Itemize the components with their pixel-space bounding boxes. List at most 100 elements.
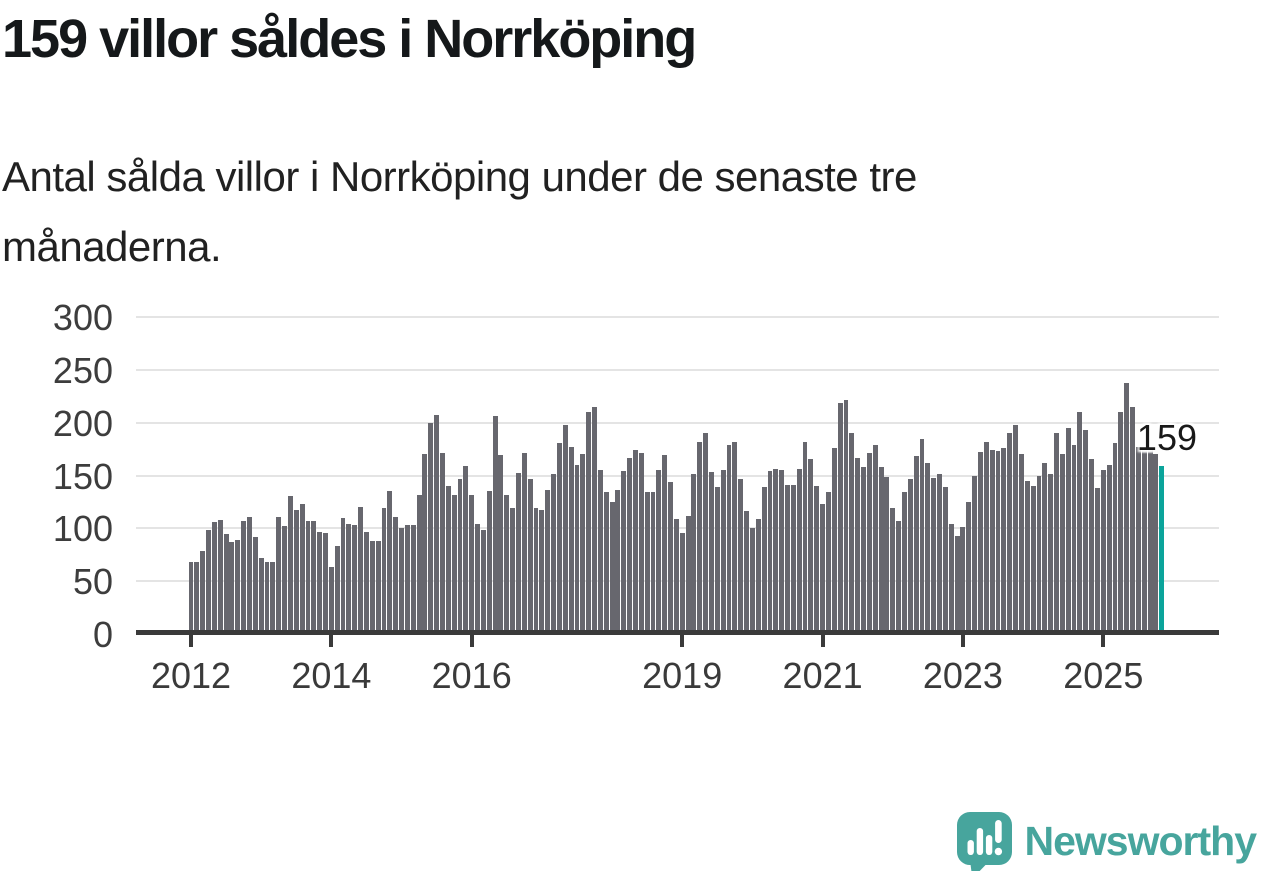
bar [837, 402, 843, 634]
bar [492, 416, 498, 634]
bar [1135, 446, 1141, 634]
bar [726, 444, 732, 634]
bar [814, 486, 820, 634]
bar [749, 528, 755, 634]
bar [668, 481, 673, 634]
bar [1007, 433, 1013, 634]
bar [673, 518, 679, 634]
bar [808, 458, 814, 634]
bar [533, 508, 539, 634]
y-axis-label: 300 [52, 297, 113, 338]
bar [521, 453, 527, 634]
y-axis-label: 150 [52, 455, 113, 497]
bar [1141, 450, 1147, 634]
bar [299, 504, 305, 634]
bar [1124, 382, 1130, 634]
bar [931, 477, 937, 634]
x-axis-label: 2012 [150, 655, 232, 696]
bar [346, 524, 352, 634]
bar [662, 455, 668, 634]
x-axis-label: 2023 [922, 655, 1003, 696]
bar [539, 510, 545, 634]
bar [633, 450, 638, 634]
bar [434, 415, 440, 634]
bar [843, 400, 849, 634]
bar [422, 454, 428, 634]
bar [831, 448, 837, 634]
x-axis-tick [329, 635, 334, 647]
bar [305, 520, 311, 634]
bar [399, 528, 404, 634]
bar [609, 501, 615, 634]
bar [334, 546, 340, 634]
bar [1112, 442, 1118, 634]
bar [592, 406, 597, 634]
bar [217, 519, 223, 634]
bar [709, 472, 714, 634]
bar [1036, 475, 1042, 634]
bar [282, 526, 287, 634]
newsworthy-logo-text: Newsworthy [1024, 817, 1257, 864]
x-axis-tick [189, 635, 193, 647]
bar [200, 550, 206, 634]
bar [685, 515, 691, 634]
logo-bar-1 [967, 840, 974, 855]
bar [615, 490, 621, 634]
bar [556, 442, 562, 634]
bar [416, 494, 422, 634]
highlighted-bar [1159, 465, 1165, 634]
bar [656, 470, 662, 634]
bar [978, 452, 983, 634]
bar [387, 491, 393, 634]
bar [902, 492, 907, 634]
bar [1030, 486, 1036, 634]
bar [1077, 412, 1083, 634]
bar [849, 433, 855, 634]
bar [878, 467, 884, 634]
bar [855, 457, 861, 634]
x-axis-label: 2021 [782, 655, 863, 696]
x-axis-label: 2016 [431, 655, 512, 696]
bar [516, 473, 521, 634]
bar [896, 520, 902, 634]
x-axis-label: 2019 [642, 655, 723, 696]
bar [1001, 448, 1007, 634]
bar [469, 494, 475, 634]
bar [352, 525, 358, 634]
bar [404, 525, 410, 634]
y-axis-label: 200 [52, 402, 113, 444]
logo-exclamation-dot [994, 847, 1002, 856]
bar [960, 527, 966, 634]
bar [802, 441, 808, 634]
bar [989, 450, 995, 634]
bar [247, 516, 252, 634]
bar [983, 441, 989, 634]
bar [580, 454, 586, 634]
gridline [136, 316, 1219, 318]
bar [861, 467, 866, 634]
bar [925, 462, 931, 634]
bar [621, 471, 627, 634]
bar [586, 412, 592, 634]
value-annotation: 159 [1136, 417, 1197, 458]
bar [1013, 424, 1018, 634]
bar [574, 464, 580, 634]
bar [744, 511, 749, 634]
x-axis-label: 2025 [1063, 655, 1144, 696]
gridline [136, 421, 1219, 424]
bar [194, 562, 200, 634]
bar [270, 562, 276, 634]
bar [732, 441, 738, 634]
bar [381, 508, 387, 634]
newsworthy-logo: Newsworthy [956, 811, 1257, 871]
bar [714, 487, 720, 634]
bar [603, 492, 609, 634]
bar [323, 532, 328, 634]
bar [340, 517, 346, 634]
bar [1100, 470, 1106, 634]
bar [697, 441, 703, 634]
bar [287, 495, 293, 634]
bar [1042, 462, 1048, 634]
bar [1065, 427, 1071, 634]
